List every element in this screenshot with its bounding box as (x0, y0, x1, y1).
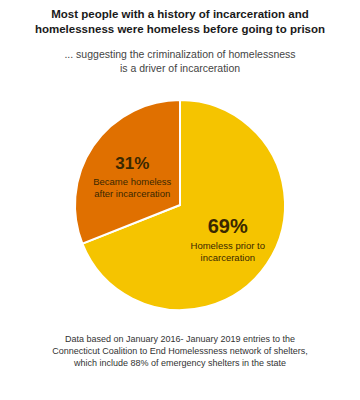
text-line: is a driver of incarceration (120, 62, 240, 74)
text-line: Most people with a history of incarcerat… (51, 8, 309, 20)
data-labels: 69% Homeless prior toincarceration 31% Beca… (93, 154, 265, 264)
text-line: after incarceration (94, 188, 170, 199)
chart-svg: Most people with a history of incarcerat… (0, 0, 360, 400)
text-line: Connecticut Coalition to End Homelessnes… (52, 346, 308, 356)
chart-container: Most people with a history of incarcerat… (0, 0, 360, 400)
text-line: which include 88% of emergency shelters … (73, 358, 286, 368)
subtitle: ... suggesting the criminalization of ho… (64, 48, 295, 74)
text-line: ... suggesting the criminalization of ho… (64, 48, 295, 60)
pie-slice (75, 100, 180, 244)
category-label: Became homelessafter incarceration (93, 176, 171, 199)
text-line: Homeless prior to (191, 240, 265, 251)
text-line: homelessness were homeless before going … (35, 23, 325, 35)
text-line: Became homeless (93, 176, 171, 187)
title: Most people with a history of incarcerat… (35, 8, 325, 35)
category-label: Homeless prior toincarceration (191, 240, 265, 263)
text-line: incarceration (201, 252, 255, 263)
value-label: 31% (115, 154, 149, 173)
footnote: Data based on January 2016- January 2019… (52, 334, 308, 368)
value-label: 69% (208, 215, 248, 237)
pie (75, 100, 285, 310)
text-line: Data based on January 2016- January 2019… (65, 334, 295, 344)
